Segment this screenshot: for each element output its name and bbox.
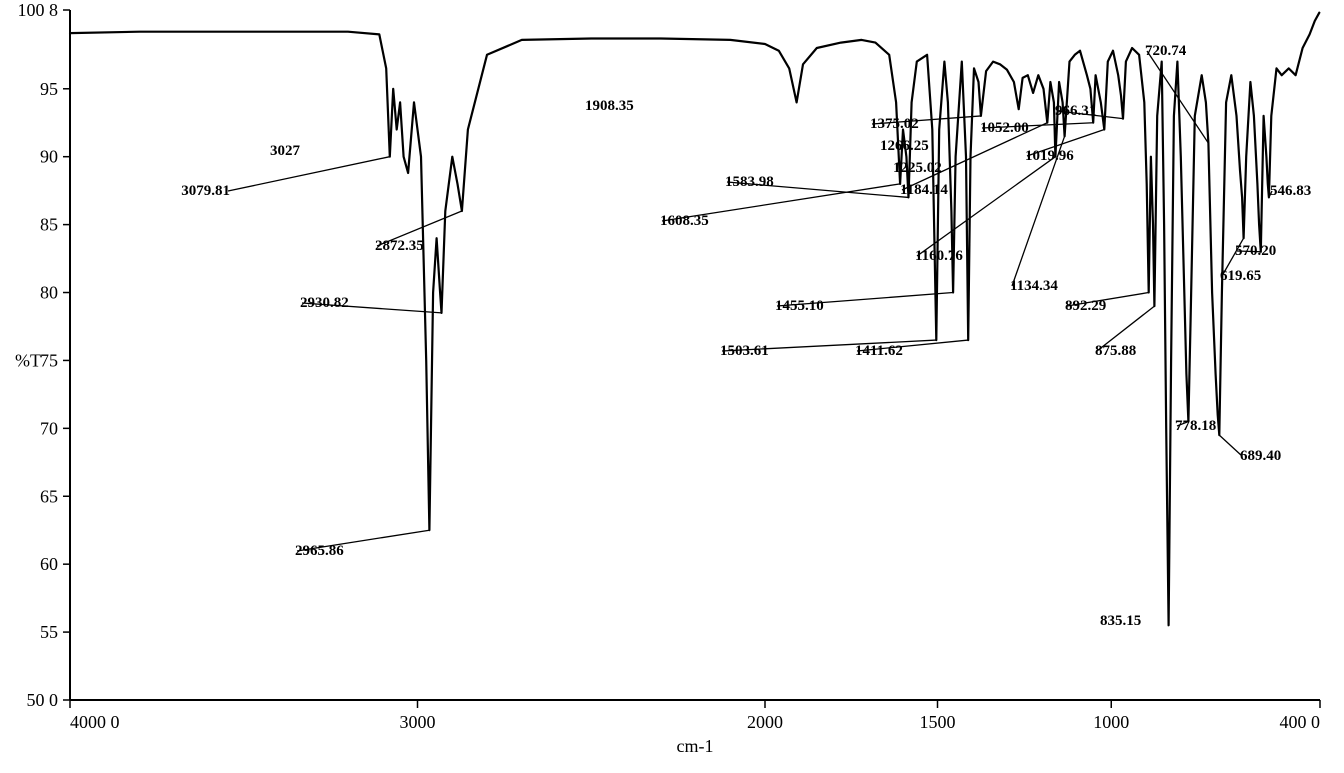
y-tick-label: 70 [40,418,58,438]
y-tick-label: 60 [40,554,58,574]
peak-label: 1608.35 [660,213,709,229]
peak-label: 720.74 [1145,43,1187,59]
y-tick-label: 95 [40,79,58,99]
y-tick-label: 50 0 [27,690,59,710]
y-tick-label: 80 [40,283,58,303]
peak-label: 1019.96 [1025,148,1074,164]
peak-label: 1160.76 [915,248,963,264]
x-tick-label: 1500 [920,712,956,732]
peak-label: 619.65 [1220,268,1261,284]
peak-label: 1455.10 [775,298,824,314]
peak-label: 1375.02 [870,116,919,132]
peak-label: 570.20 [1235,243,1276,259]
peak-label: 2872.35 [375,238,424,254]
peak-label: 1184.14 [900,182,948,198]
peak-label: 1583.98 [725,174,774,190]
y-tick-label: 65 [40,486,58,506]
peak-label: 2930.82 [300,295,349,311]
peak-label: 875.88 [1095,343,1136,359]
y-tick-label: 75 [40,350,58,370]
x-tick-label: 2000 [747,712,783,732]
peak-label: 2965.86 [295,543,344,559]
x-axis-title: cm-1 [677,736,714,756]
peak-label: 966.31 [1055,103,1096,119]
x-tick-label: 4000 0 [70,712,120,732]
y-tick-label: 90 [40,147,58,167]
ir-spectrum-chart: 50 0 55 60 65 70 75 80 85 90 95 100 8 %T 4000 0 3000 2… [0,0,1344,768]
x-tick-label: 1000 [1093,712,1129,732]
peak-label: 1052.00 [980,120,1029,136]
peak-label: 689.40 [1240,448,1281,464]
x-tick-label: 3000 [400,712,436,732]
peak-label: 1266.25 [880,138,929,154]
y-axis-title: %T [15,350,41,370]
peak-label: 835.15 [1100,613,1141,629]
y-tick-label: 85 [40,215,58,235]
peak-label: 1134.34 [1010,278,1058,294]
chart-svg: 50 0 55 60 65 70 75 80 85 90 95 100 8 %T 4000 0 3000 2… [0,0,1344,768]
peak-label: 3079.81 [181,183,230,199]
peak-label: 1908.35 [585,98,634,114]
peak-label: 1411.62 [855,343,903,359]
peak-label: 1503.61 [720,343,769,359]
x-tick-label: 400 0 [1280,712,1321,732]
peak-label: 778.18 [1175,418,1216,434]
y-tick-label: 55 [40,622,58,642]
peak-label: 892.29 [1065,298,1106,314]
peak-label: 546.83 [1270,183,1311,199]
peak-label: 3027 [270,143,301,159]
y-tick-label: 100 8 [18,0,59,20]
spectrum-line [70,13,1319,626]
peak-label: 1225.02 [893,160,942,176]
